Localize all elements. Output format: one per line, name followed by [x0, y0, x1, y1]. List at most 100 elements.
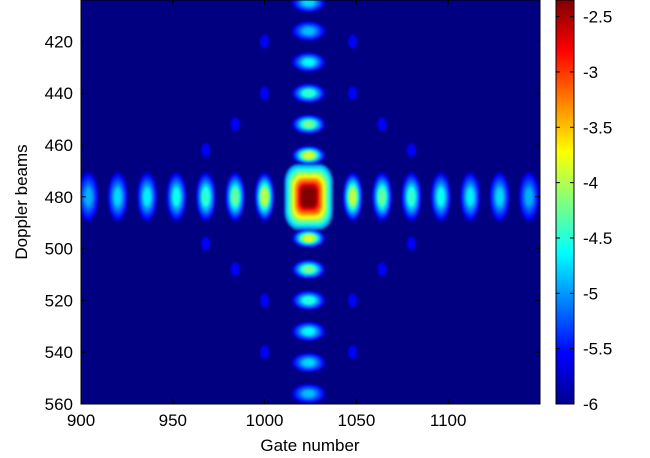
faint-lobe-1048-420 — [348, 34, 357, 49]
lobe-layer — [81, 0, 539, 403]
y-tick-label-420: 420 — [45, 32, 73, 51]
faint-lobe-1080-462 — [407, 143, 416, 157]
side-lobe-gate-1080-ring-5 — [408, 188, 415, 206]
faint-lobe-1000-440 — [260, 86, 269, 100]
side-lobe-gate-936-ring-5 — [143, 188, 151, 206]
faint-lobe-1080-498 — [407, 236, 416, 251]
faint-lobe-1048-520-ring-5 — [351, 298, 355, 303]
side-lobe-gate-1080 — [401, 172, 422, 222]
colorbar-gradient — [556, 0, 574, 404]
faint-lobe-1048-440-ring-5 — [351, 90, 355, 96]
side-lobe-beam-416 — [292, 21, 326, 41]
x-axis: 900 950 1000 1050 1100 — [67, 0, 467, 430]
side-lobe-gate-1112 — [460, 172, 481, 222]
faint-lobe-1064-508 — [378, 262, 387, 277]
faint-lobe-1048-540-ring-5 — [351, 349, 355, 355]
side-lobe-beam-440-ring-5 — [303, 90, 315, 97]
side-lobe-gate-968-ring-5 — [202, 188, 210, 206]
side-lobe-gate-1064 — [372, 172, 392, 222]
side-lobe-beam-520-ring-5 — [303, 297, 315, 304]
faint-lobe-1048-420-ring-5 — [351, 39, 355, 44]
colorbar-tick-label--5.5: -5.5 — [583, 340, 612, 359]
x-tick-label-1000: 1000 — [246, 411, 284, 430]
colorbar-tick-label--2.5: -2.5 — [583, 8, 612, 27]
side-lobe-gate-952 — [166, 172, 187, 222]
faint-lobe-1000-420 — [260, 34, 269, 49]
x-tick-label-950: 950 — [159, 411, 187, 430]
main-lobe — [284, 164, 333, 230]
faint-lobe-984-508 — [231, 262, 240, 277]
side-lobe-beam-544-ring-5 — [303, 359, 315, 366]
faint-lobe-984-452 — [231, 117, 240, 132]
side-lobe-gate-1112-ring-5 — [466, 188, 474, 206]
side-lobe-beam-464 — [292, 146, 326, 165]
side-lobe-beam-464-ring-5 — [303, 152, 315, 159]
side-lobe-gate-936 — [137, 172, 157, 222]
side-lobe-gate-920 — [107, 172, 128, 222]
faint-lobe-1048-520 — [348, 293, 357, 308]
side-lobe-gate-920-ring-5 — [114, 188, 122, 206]
faint-lobe-968-498-ring-5 — [204, 241, 208, 246]
side-lobe-gate-1064-ring-5 — [378, 188, 386, 206]
y-tick-label-540: 540 — [45, 343, 73, 362]
side-lobe-gate-968 — [196, 172, 216, 222]
x-axis-label: Gate number — [260, 436, 360, 455]
faint-lobe-1048-540 — [348, 345, 357, 359]
x-tick-label-900: 900 — [67, 411, 95, 430]
side-lobe-gate-1048-ring-5 — [349, 188, 357, 206]
side-lobe-gate-984 — [225, 172, 246, 222]
y-axis-label: Doppler beams — [12, 144, 31, 259]
side-lobe-gate-1144 — [519, 172, 539, 222]
faint-lobe-1080-462-ring-5 — [410, 147, 413, 153]
faint-lobe-1000-540 — [260, 345, 269, 359]
colorbar-tick-label--3: -3 — [583, 63, 598, 82]
faint-lobe-984-508-ring-5 — [233, 267, 237, 272]
side-lobe-beam-405-ring-5 — [303, 0, 315, 6]
side-lobe-beam-532-ring-5 — [303, 328, 315, 335]
side-lobe-beam-496-ring-5 — [303, 235, 315, 242]
side-lobe-beam-508-ring-5 — [303, 266, 315, 273]
colorbar-tick-label--4: -4 — [583, 174, 598, 193]
main-lobe-ring-8 — [301, 187, 316, 207]
faint-lobe-968-462-ring-5 — [204, 147, 208, 153]
y-tick-label-460: 460 — [45, 136, 73, 155]
faint-lobe-968-462 — [201, 143, 210, 157]
faint-lobe-968-498 — [201, 236, 210, 251]
x-tick-label-1100: 1100 — [430, 411, 467, 430]
side-lobe-gate-1128 — [489, 172, 510, 222]
y-axis: 420 440 460 480 500 520 540 560 — [45, 32, 540, 414]
x-tick-label-1050: 1050 — [337, 411, 375, 430]
y-tick-label-560: 560 — [45, 395, 73, 414]
y-tick-label-480: 480 — [45, 188, 73, 207]
side-lobe-gate-904 — [81, 172, 99, 222]
side-lobe-gate-984-ring-5 — [231, 188, 239, 206]
colorbar: -2.5 -3 -3.5 -4 -4.5 -5 -5.5 -6 — [555, 0, 612, 414]
faint-lobe-1000-420-ring-5 — [263, 39, 266, 44]
faint-lobe-1064-452 — [378, 117, 387, 132]
side-lobe-gate-1144-ring-5 — [525, 188, 533, 206]
side-lobe-gate-952-ring-5 — [173, 188, 180, 206]
faint-lobe-984-452-ring-5 — [233, 122, 237, 127]
side-lobe-beam-508 — [292, 259, 326, 279]
faint-lobe-1064-452-ring-5 — [380, 122, 384, 127]
plot-area — [80, 0, 541, 405]
side-lobe-gate-1000 — [254, 172, 275, 222]
y-tick-label-500: 500 — [45, 240, 73, 259]
colorbar-frame — [555, 0, 575, 405]
side-lobe-beam-520 — [292, 291, 326, 310]
faint-lobe-1048-440 — [348, 86, 357, 100]
side-lobe-beam-556-ring-5 — [303, 390, 315, 397]
side-lobe-gate-1096-ring-5 — [437, 188, 445, 206]
side-lobe-gate-1048 — [342, 172, 363, 222]
faint-lobe-1000-440-ring-5 — [263, 90, 266, 96]
colorbar-tick-label--3.5: -3.5 — [583, 118, 612, 137]
colorbar-ticks: -2.5 -3 -3.5 -4 -4.5 -5 -5.5 -6 — [556, 8, 612, 414]
side-lobe-beam-496 — [292, 228, 326, 248]
faint-lobe-1064-508-ring-5 — [380, 267, 384, 272]
side-lobe-beam-416-ring-5 — [303, 27, 315, 35]
colorbar-tick-label--6: -6 — [583, 395, 598, 414]
side-lobe-beam-556 — [292, 384, 326, 403]
side-lobe-beam-452 — [292, 114, 326, 134]
side-lobe-gate-1096 — [431, 172, 451, 222]
